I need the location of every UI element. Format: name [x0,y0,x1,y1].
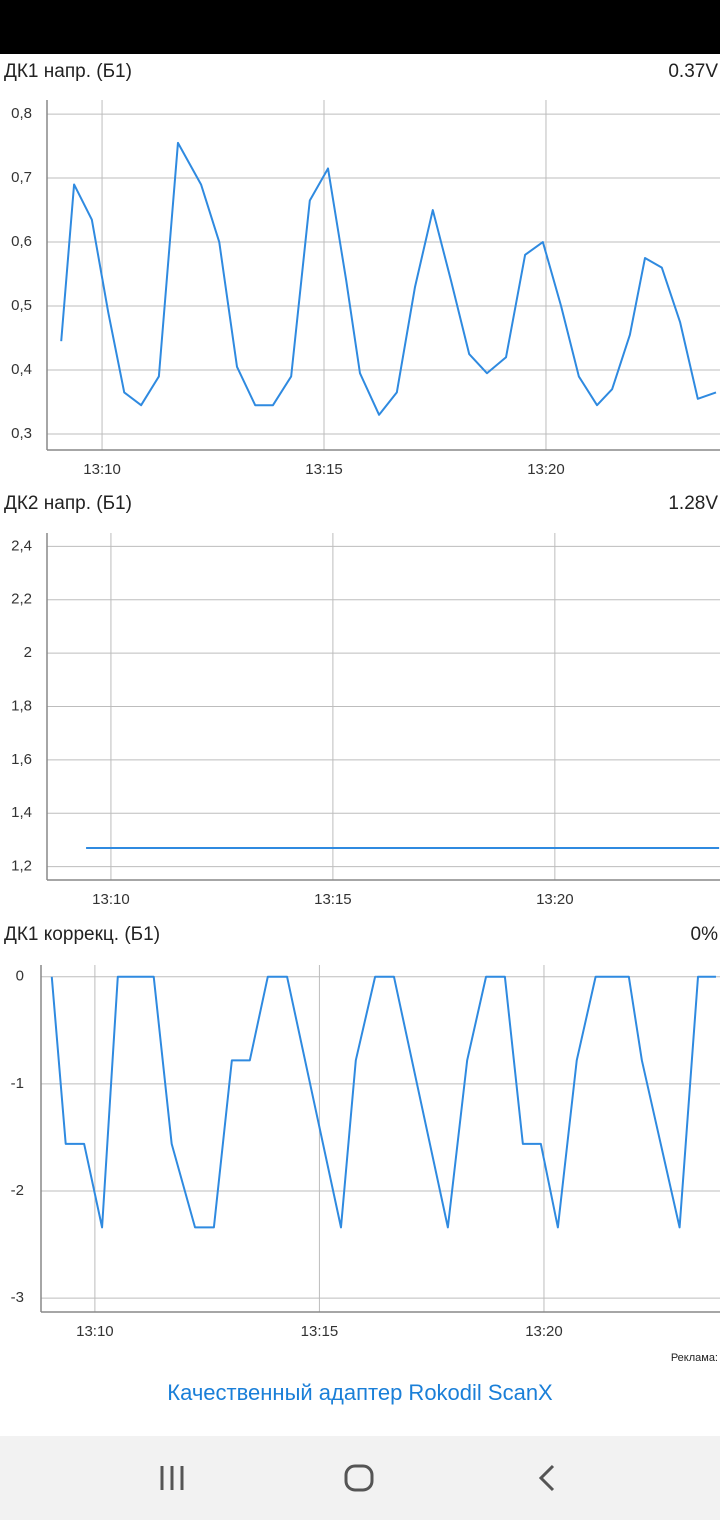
x-tick-label: 13:20 [536,891,574,908]
y-tick-label: -1 [11,1075,24,1092]
current-value: 0% [691,924,719,945]
y-tick-label: 0,5 [11,297,32,314]
x-tick-label: 13:20 [527,461,565,478]
y-tick-label: 1,2 [11,858,32,875]
y-tick-label: -3 [11,1289,24,1306]
data-line [50,975,716,1229]
chart-title: ДК1 напр. (Б1) [4,61,132,82]
nav-icons [160,1464,555,1492]
data-line [60,141,717,416]
chart-title: ДК1 коррекц. (Б1) [4,924,160,945]
x-tick-label: 13:15 [301,1323,339,1340]
y-tick-label: 0 [16,968,24,985]
current-value: 0.37V [668,61,718,82]
ad-label: Реклама: [671,1352,718,1364]
status-bar [0,0,720,54]
ad-link[interactable]: Качественный адаптер Rokodil ScanX [167,1380,553,1405]
y-tick-label: -2 [11,1182,24,1199]
y-tick-label: 0,7 [11,169,32,186]
y-tick-label: 1,4 [11,804,32,821]
nav-back[interactable] [538,1464,555,1492]
y-tick-label: 2,4 [11,537,32,554]
y-tick-label: 2,2 [11,591,32,608]
y-tick-label: 1,6 [11,751,32,768]
y-tick-label: 1,8 [11,697,32,714]
y-tick-label: 0,8 [11,105,32,122]
y-tick-label: 2 [24,644,32,661]
x-tick-label: 13:10 [76,1323,114,1340]
x-tick-label: 13:20 [525,1323,563,1340]
nav-bar [0,1436,720,1520]
x-tick-label: 13:10 [83,461,121,478]
x-tick-label: 13:15 [314,891,352,908]
nav-home[interactable] [344,1464,374,1492]
x-tick-label: 13:10 [92,891,130,908]
y-tick-label: 0,3 [11,425,32,442]
y-tick-label: 0,4 [11,361,32,378]
chart-title: ДК2 напр. (Б1) [4,493,132,514]
y-tick-label: 0,6 [11,233,32,250]
current-value: 1.28V [668,493,718,514]
x-tick-label: 13:15 [305,461,343,478]
